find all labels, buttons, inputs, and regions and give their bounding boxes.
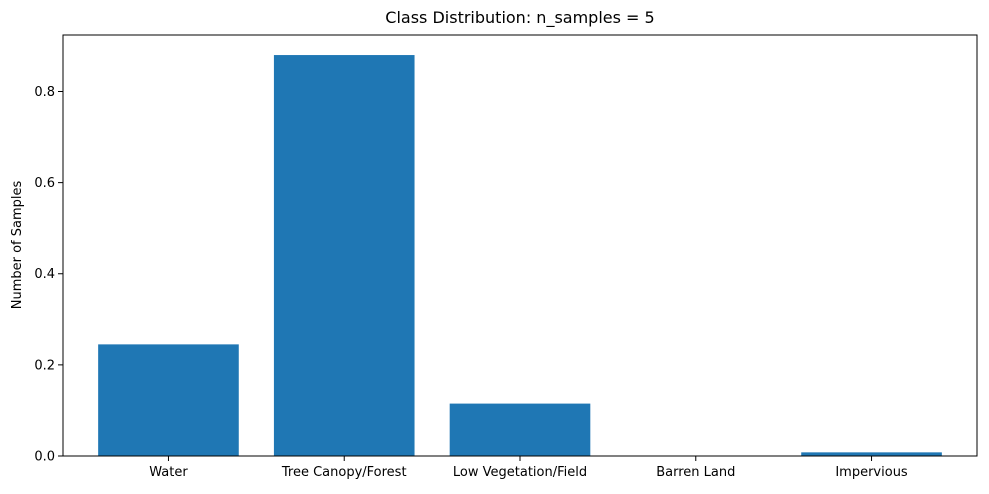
x-tick-label: Tree Canopy/Forest [281, 465, 407, 480]
y-tick-label: 0.2 [34, 358, 55, 373]
chart-title: Class Distribution: n_samples = 5 [385, 8, 654, 28]
y-axis-label: Number of Samples [10, 181, 25, 310]
x-tick-label: Impervious [835, 465, 908, 480]
x-tick-label: Water [149, 465, 188, 480]
y-tick-label: 0.6 [34, 176, 55, 191]
y-tick-label: 0.8 [34, 85, 55, 100]
y-tick-label: 0.4 [34, 267, 55, 282]
axes-layer: 0.0 0.2 0.4 0.6 0.8 Water Tree Canopy/Forest Lo… [34, 34, 978, 480]
bar-water [98, 344, 239, 456]
x-tick-label: Barren Land [656, 465, 735, 480]
bars-layer [98, 55, 942, 457]
bar-impervious [801, 452, 942, 456]
y-tick-label: 0.0 [34, 450, 55, 465]
bar-low-vegetation-field [449, 403, 591, 456]
bar-tree-canopy-forest [273, 55, 415, 457]
x-tick-label: Low Vegetation/Field [453, 465, 587, 480]
